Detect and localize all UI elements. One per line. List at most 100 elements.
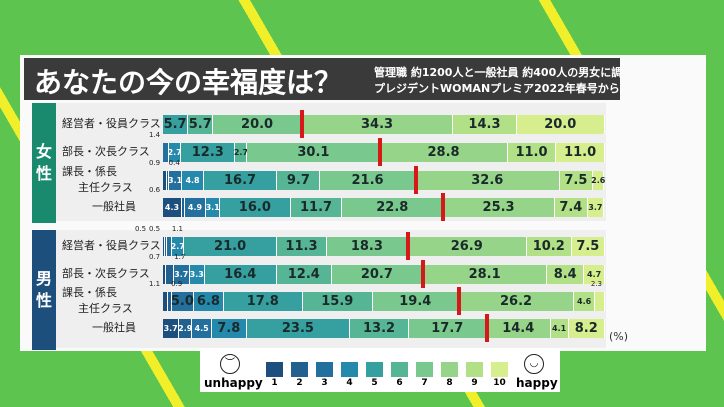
bar-segment-7: 18.3 [326,237,408,256]
value-label: 3.7 [174,270,189,279]
bar-segment-9: 7.5 [559,171,593,190]
page-title: あなたの今の幸福度は？ [34,66,343,99]
value-label: 4.9 [187,203,203,212]
value-label: 3.7 [163,324,178,333]
threshold-marker [299,110,304,138]
bar-segment-5: 21.0 [184,237,277,256]
bar-segment-1: 4.3 [163,198,182,217]
value-label: 5.0 [170,294,194,309]
legend-label: 8 [446,378,453,388]
bar-segment-7: 22.8 [342,198,444,217]
value-label: 12.4 [287,267,320,282]
row-label: 部長・次長クラス [62,145,150,158]
value-label: 2.7 [170,242,185,251]
bar-segment-6: 5.7 [188,115,214,134]
legend-high-label: happy [516,376,558,390]
legend-label: 3 [321,378,328,388]
bar-segment-10: 20.0 [516,115,605,134]
value-label: 2.7 [167,148,182,157]
bar-segment-3 [163,143,170,162]
bar-segment-5: 12.3 [181,143,236,162]
legend-swatch-6 [391,362,408,377]
value-label: 1.1 [149,280,161,288]
legend-swatch-1 [266,362,283,377]
bar-segment-2 [182,198,185,217]
legend-swatch-4 [341,362,358,377]
value-label: 2.3 [590,280,602,288]
section-label-female: 女性 [32,103,56,223]
stacked-bar: 3.1 4.8 16.7 9.7 21.6 32.6 7.5 2.6 0.9 0.4 [149,159,605,194]
value-label: 2.9 [178,324,193,333]
legend-swatch-3 [316,362,333,377]
section-label-char: 性 [35,291,52,310]
bar-segment-5: 17.8 [223,292,303,311]
value-label: 26.2 [500,294,533,309]
value-label: 7.5 [564,173,588,188]
value-label: 3.1 [168,176,183,185]
bar-segment-4: 2.7 [170,237,185,256]
section-label-male: 男性 [32,230,56,350]
legend-low-label: unhappy [204,376,263,390]
bar-segment-1: 3.7 [163,319,180,338]
legend-swatch-5 [366,362,383,377]
value-label: 34.3 [361,117,394,132]
bar-segment-7: 21.6 [320,171,416,190]
value-label: 10.2 [532,239,565,254]
bar-segment-6: 2.7 [233,143,249,162]
stacked-bar: 2.7 21.0 11.3 18.3 26.9 10.2 7.5 0.5 0.5 1.1 [135,225,605,260]
value-label: 0.7 [149,253,161,261]
legend-swatch-7 [416,362,433,377]
legend-label: 7 [421,378,428,388]
value-label: 5.7 [188,117,212,132]
bar-segment-4: 2.7 [167,143,182,162]
bar-segment-5: 23.5 [246,319,351,338]
bar-segment-3: 3.7 [173,265,190,284]
bar-segment-4: 3.3 [190,265,205,284]
value-label: 21.6 [351,173,384,188]
value-label: 2.7 [233,148,249,157]
value-label: 20.0 [241,117,274,132]
value-label: 11.0 [564,145,597,160]
legend-label: 1 [271,378,278,388]
value-label: 9.7 [286,173,310,188]
bar-segment-7: 20.7 [331,265,424,284]
happy-face-icon: ◡ [524,354,544,374]
value-label: 7.8 [217,321,241,336]
value-label: 21.0 [214,239,247,254]
value-label: 19.4 [399,294,432,309]
section-label-char: 男 [35,269,52,288]
value-label: 0.9 [149,159,161,167]
bar-segment-9: 8.4 [547,265,585,284]
value-label: 20.7 [360,267,393,282]
bar-segment-2 [166,171,169,190]
value-label: 11.0 [515,145,548,160]
bar-segment-4: 3.1 [206,198,220,217]
value-label: 0.6 [149,186,161,194]
value-label: 15.9 [321,294,354,309]
bar-segment-9: 4.1 [550,319,569,338]
stacked-bar: 5.7 5.7 20.0 34.3 14.3 20.0 [163,110,605,138]
stacked-bar: 4.3 4.9 3.1 16.0 11.7 22.8 25.3 7.4 3.7 0.6 [149,186,605,221]
legend-label: 2 [296,378,303,388]
bar-segment-9: 4.6 [574,292,595,311]
value-label: 6.8 [196,294,220,309]
bar-segment-7: 19.4 [372,292,459,311]
bar-segment-10: 7.5 [571,237,605,256]
bar-segment-7: 20.0 [213,115,302,134]
threshold-marker [378,138,383,166]
value-label: 1.4 [149,131,161,139]
value-label: 22.8 [376,200,409,215]
value-label: 4.7 [587,270,602,279]
value-label: 4.6 [577,297,592,306]
value-label: 4.3 [164,203,180,212]
value-label: 0.9 [171,280,183,288]
bar-segment-3: 4.5 [192,319,213,338]
bar-segment-10: 11.0 [556,143,605,162]
subtitle: 管理職 約1200人と一般社員 約400人の男女に調査 [374,66,620,79]
bar-segment-8: 26.9 [407,237,527,256]
legend-swatch-9 [466,362,483,377]
value-label: 8.4 [553,267,577,282]
threshold-marker [405,232,410,260]
bar-segment-9: 11.0 [507,143,557,162]
threshold-marker [484,314,489,342]
